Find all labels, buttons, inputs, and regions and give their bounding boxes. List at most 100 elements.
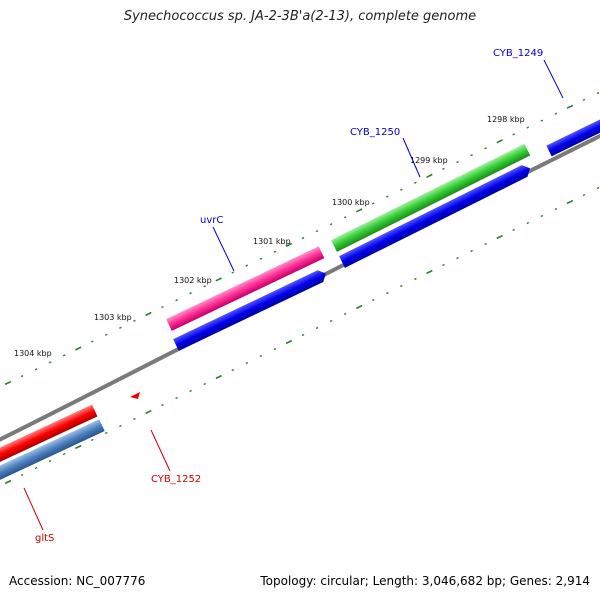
scale-tick-outer bbox=[596, 91, 600, 95]
scale-tick-inner bbox=[554, 207, 558, 211]
scale-tick-inner bbox=[104, 431, 108, 435]
scale-tick-inner bbox=[20, 473, 24, 477]
scale-tick-inner bbox=[540, 214, 544, 218]
scale-tick-outer bbox=[34, 368, 38, 371]
scale-tick-outer bbox=[343, 216, 347, 219]
gene-cyb-1252[interactable] bbox=[130, 392, 140, 399]
cds-cyb-1249[interactable] bbox=[546, 114, 600, 157]
scale-tick-inner bbox=[582, 193, 586, 197]
scale-tick-inner bbox=[496, 234, 503, 240]
scale-tick-outer bbox=[554, 112, 558, 115]
scale-tick-outer bbox=[48, 361, 52, 364]
scale-tick-inner bbox=[301, 333, 305, 337]
cds-glts[interactable] bbox=[0, 419, 105, 481]
label-line-glts bbox=[23, 487, 44, 531]
scale-tick-inner bbox=[175, 396, 178, 400]
scale-tick-inner bbox=[62, 452, 66, 456]
scale-tick-outer bbox=[426, 173, 433, 179]
scale-tick-inner bbox=[512, 228, 516, 232]
kbp-label-1298: 1298 kbp bbox=[487, 115, 525, 124]
scale-tick-outer bbox=[75, 346, 82, 351]
scale-tick-inner bbox=[526, 221, 530, 225]
scale-tick-outer bbox=[566, 104, 574, 109]
scale-tick-outer bbox=[203, 285, 207, 288]
gene-uvrc[interactable] bbox=[166, 246, 325, 331]
scale-tick-outer bbox=[231, 271, 235, 274]
scale-tick-outer bbox=[385, 195, 389, 198]
scale-tick-inner bbox=[484, 242, 487, 246]
scale-tick-inner bbox=[456, 256, 459, 260]
scale-tick-inner bbox=[371, 298, 375, 302]
scale-tick-inner bbox=[119, 424, 122, 428]
scale-tick-inner bbox=[329, 319, 333, 323]
scale-tick-inner bbox=[4, 479, 12, 485]
scale-tick-outer bbox=[145, 311, 152, 317]
label-line-uvrc bbox=[212, 226, 235, 272]
scale-tick-outer bbox=[496, 139, 503, 144]
label-cyb-1252[interactable]: CYB_1252 bbox=[151, 474, 201, 485]
scale-tick-outer bbox=[189, 292, 192, 295]
cds-uvrc[interactable] bbox=[173, 268, 328, 351]
scale-tick-outer bbox=[215, 277, 222, 282]
label-uvrc[interactable]: uvrC bbox=[200, 215, 223, 226]
accession-text: Accession: NC_007776 bbox=[9, 574, 146, 588]
scale-tick-outer bbox=[62, 354, 66, 357]
scale-tick-outer bbox=[442, 167, 445, 171]
scale-tick-inner bbox=[414, 277, 417, 281]
scale-tick-outer bbox=[526, 126, 530, 129]
scale-tick-inner bbox=[48, 459, 52, 463]
scale-tick-inner bbox=[596, 186, 600, 190]
scale-tick-inner bbox=[34, 466, 38, 470]
scale-tick-outer bbox=[470, 154, 473, 157]
scale-tick-outer bbox=[456, 160, 459, 164]
scale-tick-outer bbox=[329, 223, 333, 226]
kbp-label-1303: 1303 kbp bbox=[94, 313, 132, 322]
scale-tick-inner bbox=[259, 354, 263, 358]
scale-tick-inner bbox=[315, 326, 319, 330]
scale-tick-outer bbox=[4, 380, 12, 386]
label-glts[interactable]: gltS bbox=[35, 533, 54, 544]
scale-tick-outer bbox=[119, 326, 122, 329]
scale-tick-outer bbox=[133, 319, 136, 322]
scale-tick-outer bbox=[414, 181, 417, 184]
scale-tick-outer bbox=[104, 333, 108, 336]
label-cyb-1250[interactable]: CYB_1250 bbox=[350, 127, 400, 138]
scale-tick-outer bbox=[175, 299, 178, 302]
tick-marks bbox=[4, 91, 600, 485]
scale-tick-outer bbox=[161, 305, 164, 309]
gene-glts[interactable] bbox=[0, 404, 98, 463]
scale-tick-inner bbox=[133, 417, 136, 421]
scale-tick-outer bbox=[582, 98, 586, 102]
scale-tick-outer bbox=[273, 250, 277, 253]
kbp-label-1302: 1302 kbp bbox=[174, 276, 212, 285]
scale-tick-inner bbox=[343, 312, 347, 316]
scale-tick-inner bbox=[189, 389, 192, 393]
scale-tick-inner bbox=[470, 249, 473, 253]
scale-tick-inner bbox=[161, 403, 164, 407]
scale-tick-inner bbox=[385, 291, 389, 295]
scale-tick-outer bbox=[399, 188, 403, 191]
cds-cyb-1250[interactable] bbox=[339, 162, 533, 268]
scale-tick-inner bbox=[566, 199, 574, 205]
scale-tick-outer bbox=[540, 119, 544, 122]
kbp-label-1299: 1299 kbp bbox=[410, 156, 448, 165]
map-title: Synechococcus sp. JA-2-3B'a(2-13), compl… bbox=[123, 9, 477, 24]
kbp-label-1301: 1301 kbp bbox=[253, 237, 291, 246]
scale-tick-inner bbox=[90, 438, 94, 442]
label-cyb-1249[interactable]: CYB_1249 bbox=[493, 48, 543, 59]
scale-tick-outer bbox=[512, 133, 516, 136]
scale-tick-outer bbox=[20, 374, 24, 378]
scale-tick-outer bbox=[245, 264, 249, 267]
genome-summary-text: Topology: circular; Length: 3,046,682 bp… bbox=[260, 574, 590, 588]
scale-tick-outer bbox=[484, 147, 487, 150]
scale-tick-inner bbox=[399, 284, 403, 288]
scale-tick-inner bbox=[231, 368, 235, 372]
kbp-label-1300: 1300 kbp bbox=[332, 198, 370, 207]
gene-cyb-1250[interactable] bbox=[331, 143, 531, 252]
label-line-cyb-1252 bbox=[150, 429, 171, 472]
kbp-label-1304: 1304 kbp bbox=[14, 349, 52, 358]
scale-tick-inner bbox=[203, 382, 207, 386]
scale-tick-inner bbox=[442, 263, 445, 267]
scale-tick-inner bbox=[145, 409, 152, 415]
